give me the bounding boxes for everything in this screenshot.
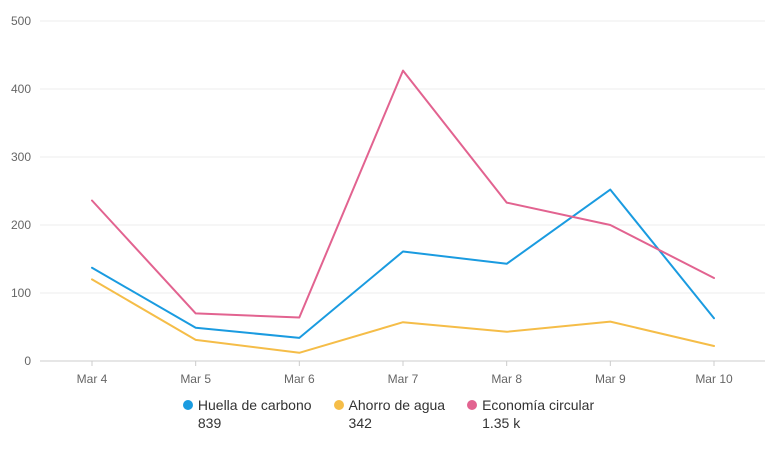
x-tick-label: Mar 4 <box>77 372 108 386</box>
legend-dot-huella <box>182 400 193 410</box>
series-line-econom-a-circular[interactable] <box>91 69 715 319</box>
series-line-huella-de-carbono[interactable] <box>91 188 715 339</box>
legend-total-economia: 1.35 k <box>482 415 521 431</box>
x-axis-ticks: Mar 4 Mar 5 Mar 6 Mar 7 Mar 8 Mar 9 Mar 10 <box>77 361 733 386</box>
legend-label-huella: Huella de carbono <box>197 397 312 413</box>
legend-item-ahorro[interactable]: Ahorro de agua 342 <box>333 396 446 432</box>
series-line-ahorro-de-agua[interactable] <box>91 278 715 354</box>
y-axis-ticks: 0 100 200 300 400 500 <box>11 14 31 368</box>
x-tick-label: Mar 6 <box>284 372 315 386</box>
gridlines <box>40 20 765 362</box>
legend-dot-economia <box>467 400 478 410</box>
y-tick-label: 0 <box>24 354 31 368</box>
legend-total-ahorro: 342 <box>348 415 372 431</box>
legend-dot-ahorro <box>333 400 344 410</box>
legend-label-economia: Economía circular <box>482 397 595 413</box>
legend-total-huella: 839 <box>197 415 222 431</box>
x-tick-label: Mar 10 <box>695 372 733 386</box>
x-tick-label: Mar 9 <box>595 372 626 386</box>
legend-item-huella[interactable]: Huella de carbono 839 <box>182 396 312 432</box>
y-tick-label: 400 <box>11 82 31 96</box>
y-tick-label: 200 <box>11 218 31 232</box>
x-tick-label: Mar 5 <box>180 372 211 386</box>
legend: Huella de carbono 839 Ahorro de agua 342… <box>0 396 777 432</box>
y-tick-label: 100 <box>11 286 31 300</box>
x-tick-label: Mar 8 <box>491 372 522 386</box>
y-tick-label: 300 <box>11 150 31 164</box>
legend-label-ahorro: Ahorro de agua <box>348 397 446 413</box>
x-tick-label: Mar 7 <box>388 372 419 386</box>
legend-item-economia[interactable]: Economía circular 1.35 k <box>467 396 594 432</box>
y-tick-label: 500 <box>11 14 31 28</box>
series-lines <box>91 69 715 354</box>
